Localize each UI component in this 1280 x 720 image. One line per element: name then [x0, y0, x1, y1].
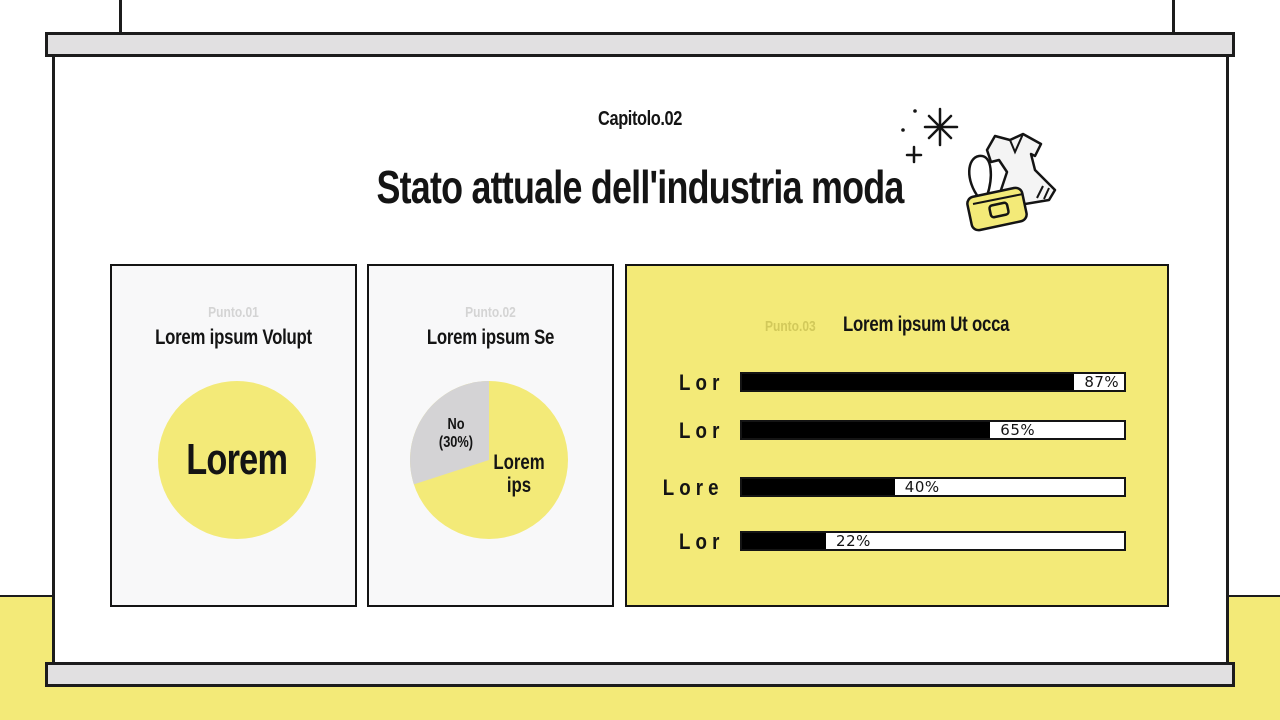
card-kicker: Punto.01 — [208, 304, 259, 321]
bar-fill — [742, 422, 991, 438]
card-title: Lorem ipsum Se — [426, 326, 555, 349]
bar-value: 40% — [904, 478, 940, 496]
bar-label: Lor — [678, 418, 724, 443]
fashion-dress-handbag-icon — [901, 107, 1057, 232]
bar-label: Lor — [678, 529, 724, 554]
bar-track: 87% — [740, 372, 1126, 392]
bar-row: Lor 65% — [627, 418, 1167, 443]
bar-label: Lore — [663, 475, 724, 500]
bar-value: 22% — [836, 532, 871, 550]
pie-label-no-line2: (30%) — [438, 433, 474, 451]
screen-rod-top — [45, 32, 1235, 57]
bar-track: 22% — [740, 531, 1126, 551]
pie-label-yes: Lorem ips — [489, 451, 550, 497]
hanging-cord-right — [1172, 0, 1175, 34]
bar-row: Lor 87% — [627, 370, 1167, 395]
bar-fill — [742, 479, 895, 495]
pie-label-yes-line1: Lorem — [493, 451, 545, 474]
bar-fill — [742, 533, 827, 549]
pie-label-no-line1: No — [447, 416, 465, 433]
card-kicker: Punto.03 — [765, 318, 816, 335]
pie-label-yes-line2: ips — [506, 474, 532, 498]
slide-title: Stato attuale dell'industria moda — [376, 161, 904, 213]
background-yellow-bottom — [0, 686, 1280, 720]
card-punto-01: Punto.01 Lorem ipsum Volupt Lorem — [110, 264, 357, 607]
chapter-label: Capitolo.02 — [598, 108, 682, 130]
hanging-cord-left — [119, 0, 122, 34]
circle-label: Lorem — [186, 435, 288, 484]
card-punto-02: Punto.02 Lorem ipsum Se No (30%) Lorem i… — [367, 264, 614, 607]
screen-rod-bottom — [45, 662, 1235, 687]
card-title: Lorem ipsum Volupt — [155, 326, 312, 349]
bar-row: Lor 22% — [627, 529, 1167, 554]
bar-value: 65% — [1000, 421, 1036, 439]
pie-label-no: No (30%) — [428, 416, 484, 451]
bar-fill — [742, 374, 1075, 390]
bar-label: Lor — [678, 370, 724, 395]
bar-value: 87% — [1084, 373, 1120, 391]
pie-chart — [410, 381, 568, 539]
bar-track: 65% — [740, 420, 1126, 440]
pie-slice-no — [410, 381, 489, 485]
bar-track: 40% — [740, 477, 1126, 497]
bar-row: Lore 40% — [627, 475, 1167, 500]
card-kicker: Punto.02 — [465, 304, 516, 321]
card-title: Lorem ipsum Ut occa — [843, 313, 1010, 336]
highlight-circle: Lorem — [158, 381, 316, 539]
card-punto-03: Punto.03 Lorem ipsum Ut occa Lor 87% Lor… — [625, 264, 1169, 607]
